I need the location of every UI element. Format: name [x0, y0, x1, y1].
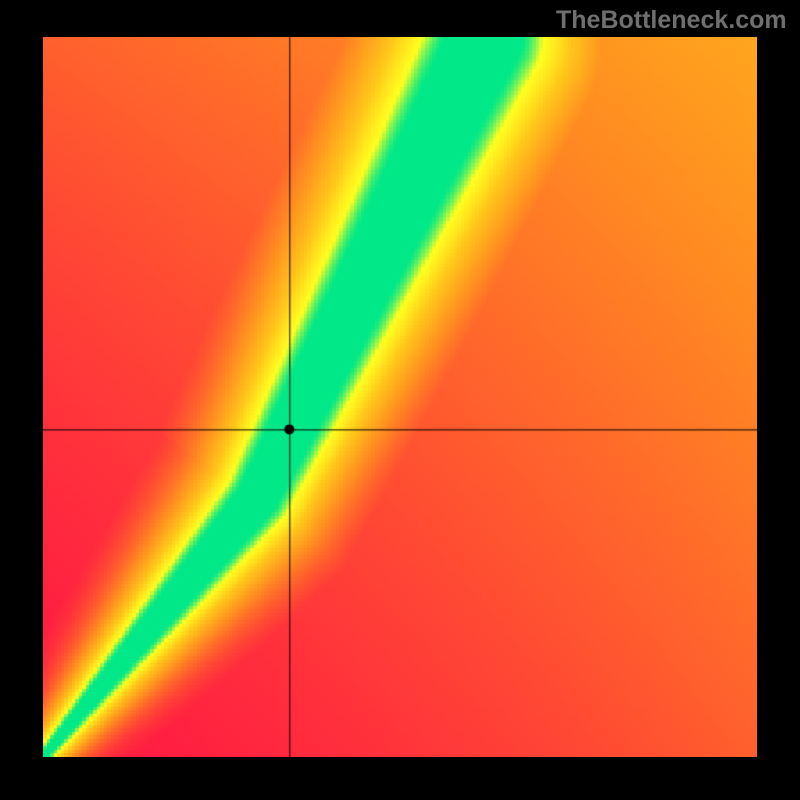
- chart-container: TheBottleneck.com: [0, 0, 800, 800]
- bottleneck-heatmap: [43, 37, 757, 757]
- watermark-text: TheBottleneck.com: [556, 6, 787, 35]
